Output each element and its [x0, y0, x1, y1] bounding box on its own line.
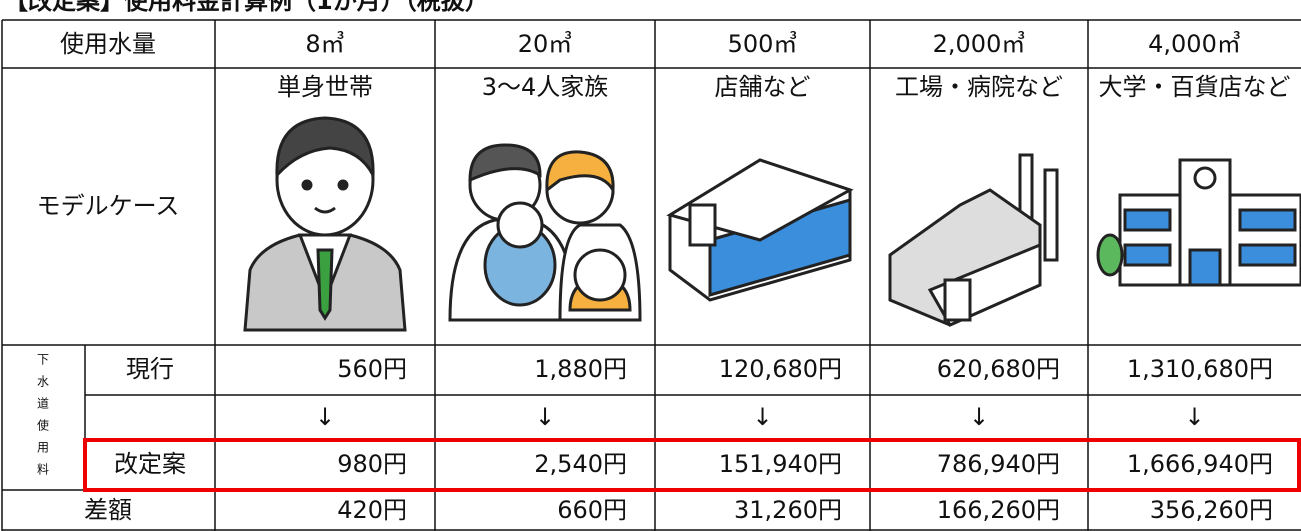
- fee-cell: 2,540円: [534, 450, 627, 478]
- model-case: 工場・病院など: [895, 73, 1063, 101]
- side-label-char: 道: [37, 397, 49, 411]
- difference-cell: 166,260円: [937, 496, 1060, 524]
- side-label-char: 使: [37, 418, 49, 433]
- row-label: 差額: [84, 496, 132, 524]
- difference-cell: 31,260円: [734, 496, 842, 524]
- side-label-char: 下: [37, 353, 49, 367]
- side-label-char: 料: [37, 463, 49, 477]
- row-label: 現行: [126, 355, 174, 383]
- difference-cell: 420円: [337, 496, 407, 524]
- arrow-cell: ↓: [315, 403, 335, 431]
- header-cell: 20㎥: [518, 30, 573, 58]
- fee-cell: 1,310,680円: [1127, 355, 1273, 383]
- illustration-school: [1096, 158, 1301, 287]
- fee-cell: 786,940円: [937, 450, 1060, 478]
- arrow-cell: ↓: [535, 403, 555, 431]
- difference-cell: 660円: [557, 496, 627, 524]
- illustration-family: [448, 143, 642, 322]
- row-label: 改定案: [114, 450, 186, 478]
- illustration-single: [243, 116, 407, 332]
- header-cell: 4,000㎥: [1148, 30, 1241, 58]
- page-title: 【改定案】使用料金計算例（1か月）（税抜）: [4, 0, 489, 15]
- arrow-cell: ↓: [752, 403, 772, 431]
- fee-cell: 1,880円: [534, 355, 627, 383]
- illustration-store: [666, 158, 854, 302]
- difference-cell: 356,260円: [1150, 496, 1273, 524]
- fee-cell: 620,680円: [937, 355, 1060, 383]
- fee-cell: 1,666,940円: [1127, 450, 1273, 478]
- fee-cell: 980円: [337, 450, 407, 478]
- illustration-factory: [888, 153, 1059, 327]
- model-case: 3～4人家族: [482, 73, 609, 101]
- model-case: 単身世帯: [277, 73, 373, 101]
- model-case: 大学・百貨店など: [1099, 73, 1291, 101]
- header-cell: 8㎥: [305, 30, 344, 58]
- fee-cell: 120,680円: [719, 355, 842, 383]
- header-cell: 使用水量: [60, 30, 156, 58]
- fee-cell: 560円: [337, 355, 407, 383]
- side-label-char: 用: [37, 441, 49, 455]
- fee-cell: 151,940円: [719, 450, 842, 478]
- arrow-cell: ↓: [1184, 403, 1204, 431]
- model-label: モデルケース: [37, 192, 180, 220]
- highlight-box: [83, 438, 1301, 492]
- arrow-cell: ↓: [969, 403, 989, 431]
- header-cell: 2,000㎥: [933, 30, 1026, 58]
- side-label-char: 水: [37, 375, 49, 389]
- model-case: 店舗など: [715, 73, 811, 101]
- header-cell: 500㎥: [728, 30, 798, 58]
